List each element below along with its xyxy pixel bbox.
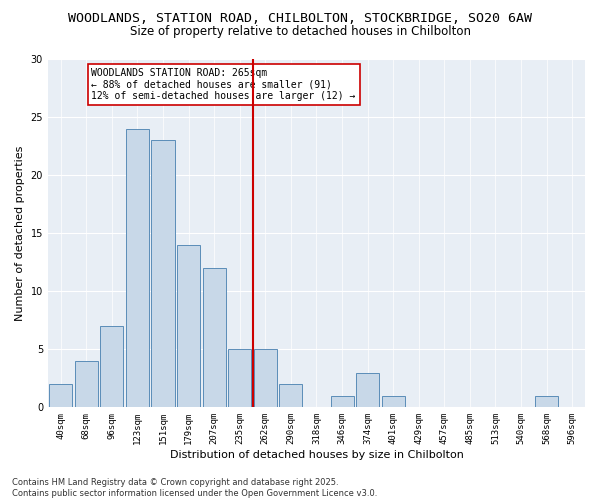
Bar — [356, 372, 379, 408]
Text: Contains HM Land Registry data © Crown copyright and database right 2025.
Contai: Contains HM Land Registry data © Crown c… — [12, 478, 377, 498]
Bar — [100, 326, 124, 407]
Bar — [75, 361, 98, 408]
Bar — [177, 245, 200, 408]
Text: WOODLANDS STATION ROAD: 265sqm
← 88% of detached houses are smaller (91)
12% of : WOODLANDS STATION ROAD: 265sqm ← 88% of … — [91, 68, 356, 102]
Bar — [49, 384, 72, 407]
Text: WOODLANDS, STATION ROAD, CHILBOLTON, STOCKBRIDGE, SO20 6AW: WOODLANDS, STATION ROAD, CHILBOLTON, STO… — [68, 12, 532, 26]
Bar — [203, 268, 226, 407]
Bar — [382, 396, 404, 407]
Bar — [254, 350, 277, 408]
X-axis label: Distribution of detached houses by size in Chilbolton: Distribution of detached houses by size … — [170, 450, 463, 460]
Bar — [280, 384, 302, 407]
Bar — [126, 128, 149, 407]
Bar — [151, 140, 175, 407]
Text: Size of property relative to detached houses in Chilbolton: Size of property relative to detached ho… — [130, 25, 470, 38]
Y-axis label: Number of detached properties: Number of detached properties — [15, 146, 25, 321]
Bar — [331, 396, 353, 407]
Bar — [535, 396, 558, 407]
Bar — [228, 350, 251, 408]
